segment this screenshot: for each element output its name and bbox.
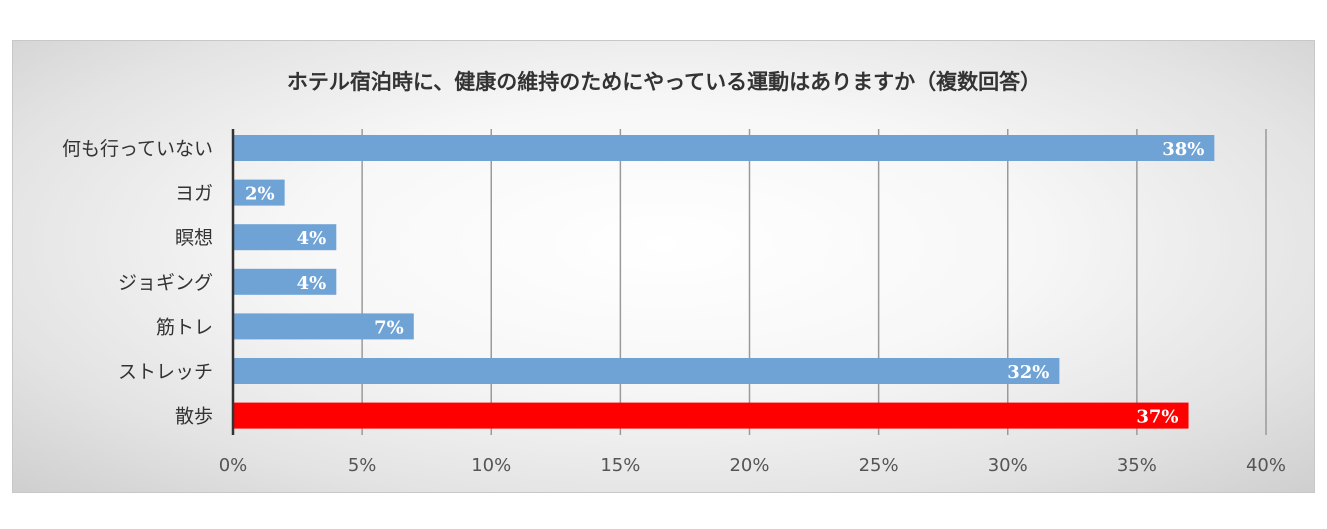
x-tick-label: 0% xyxy=(219,455,248,476)
x-tick-label: 25% xyxy=(859,455,899,476)
bars: 38% 2% 4% 4% 7% 32% 37% xyxy=(233,135,1215,429)
x-tick-label: 20% xyxy=(729,455,769,476)
category-label-3: ジョギング xyxy=(118,272,213,294)
bar-1 xyxy=(233,179,285,206)
bar-4 xyxy=(233,313,414,340)
bar-5 xyxy=(233,358,1060,384)
data-label-6: 37% xyxy=(1136,407,1178,428)
bar-2 xyxy=(233,224,337,251)
category-label-0: 何も行っていない xyxy=(62,138,213,160)
category-label-1: ヨガ xyxy=(175,183,213,205)
bar-3 xyxy=(233,268,337,295)
chart-title: ホテル宿泊時に、健康の維持のためにやっている運動はありますか（複数回答） xyxy=(287,70,1041,94)
bar-6 xyxy=(233,402,1189,429)
x-tick-label: 40% xyxy=(1246,455,1286,476)
data-label-0: 38% xyxy=(1162,139,1204,160)
category-label-4: 筋トレ xyxy=(156,316,213,338)
data-label-5: 32% xyxy=(1007,362,1049,383)
x-tick-label: 15% xyxy=(600,455,640,476)
x-tick-labels: 0% 5% 10% 15% 20% 25% 30% 35% 40% xyxy=(219,455,1286,476)
category-label-5: ストレッチ xyxy=(118,361,213,383)
data-label-2: 4% xyxy=(297,228,327,249)
x-tick-label: 30% xyxy=(988,455,1028,476)
x-tick-label: 10% xyxy=(471,455,511,476)
x-tick-label: 35% xyxy=(1117,455,1157,476)
chart-frame: ホテル宿泊時に、健康の維持のためにやっている運動はありますか（複数回答） 38%… xyxy=(12,40,1315,493)
category-label-2: 瞑想 xyxy=(175,227,213,249)
x-tick-label: 5% xyxy=(348,455,377,476)
bar-chart: ホテル宿泊時に、健康の維持のためにやっている運動はありますか（複数回答） 38%… xyxy=(62,70,1286,476)
grid-lines xyxy=(361,129,1267,435)
bar-0 xyxy=(233,135,1215,161)
data-label-4: 7% xyxy=(374,317,404,338)
data-label-1: 2% xyxy=(245,184,275,205)
category-label-6: 散歩 xyxy=(175,406,213,428)
data-label-3: 4% xyxy=(297,273,327,294)
